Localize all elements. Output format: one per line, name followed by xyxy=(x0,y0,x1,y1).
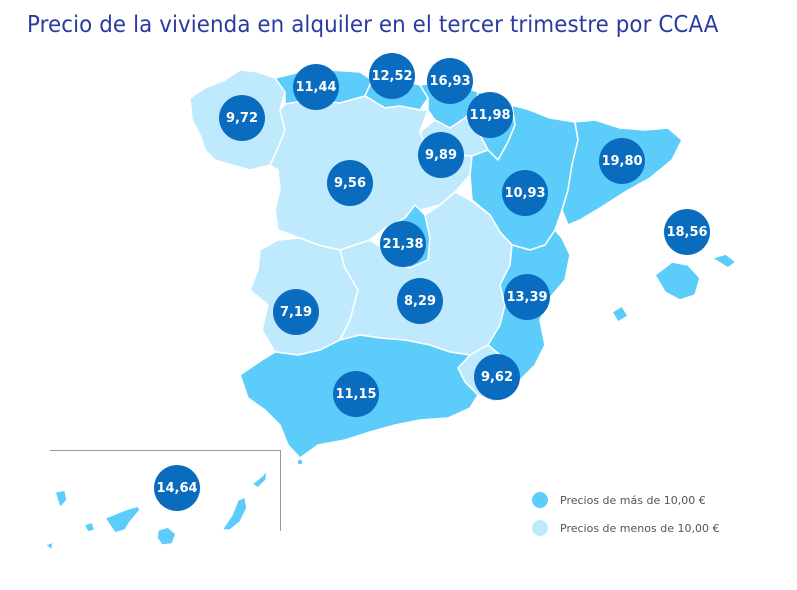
region-canarias-hierro[interactable] xyxy=(44,541,54,551)
region-canarias-lanzarote[interactable] xyxy=(251,469,268,489)
region-canarias-grancanaria[interactable] xyxy=(156,526,177,546)
badge-madrid: 21,38 xyxy=(380,221,426,267)
badge-cantabria: 12,52 xyxy=(369,53,415,99)
region-ceuta xyxy=(296,458,304,466)
badge-valencia: 13,39 xyxy=(504,274,550,320)
legend-item-below: Precios de menos de 10,00 € xyxy=(532,514,719,542)
region-canarias-fuerteventura[interactable] xyxy=(221,496,248,531)
badge-cataluna: 19,80 xyxy=(599,138,645,184)
region-canarias-lapalma[interactable] xyxy=(54,489,68,509)
region-baleares-menorca[interactable] xyxy=(711,253,737,269)
region-canarias-gomera[interactable] xyxy=(83,521,96,533)
region-canarias-tenerife[interactable] xyxy=(104,505,141,534)
badge-asturias: 11,44 xyxy=(293,64,339,110)
badge-canarias: 14,64 xyxy=(154,465,200,511)
badge-murcia: 9,62 xyxy=(474,354,520,400)
region-baleares-mallorca[interactable] xyxy=(654,261,701,301)
badge-andalucia: 11,15 xyxy=(333,371,379,417)
legend: Precios de más de 10,00 € Precios de men… xyxy=(532,486,719,542)
canarias-inset-frame xyxy=(50,450,281,531)
badge-aragon: 10,93 xyxy=(502,170,548,216)
badge-navarra: 11,98 xyxy=(467,92,513,138)
legend-label-above: Precios de más de 10,00 € xyxy=(560,493,706,507)
badge-baleares: 18,56 xyxy=(664,209,710,255)
badge-la-rioja: 9,89 xyxy=(418,132,464,178)
region-baleares-ibiza[interactable] xyxy=(611,305,629,323)
legend-dot-above-icon xyxy=(532,492,548,508)
legend-dot-below-icon xyxy=(532,520,548,536)
badge-pais-vasco: 16,93 xyxy=(427,58,473,104)
legend-label-below: Precios de menos de 10,00 € xyxy=(560,521,720,535)
legend-item-above: Precios de más de 10,00 € xyxy=(532,486,719,514)
map-title: Precio de la vivienda en alquiler en el … xyxy=(27,12,719,38)
badge-galicia: 9,72 xyxy=(219,95,265,141)
badge-castilla-y-leon: 9,56 xyxy=(327,160,373,206)
badge-extremadura: 7,19 xyxy=(273,289,319,335)
badge-castilla-la-mancha: 8,29 xyxy=(397,278,443,324)
